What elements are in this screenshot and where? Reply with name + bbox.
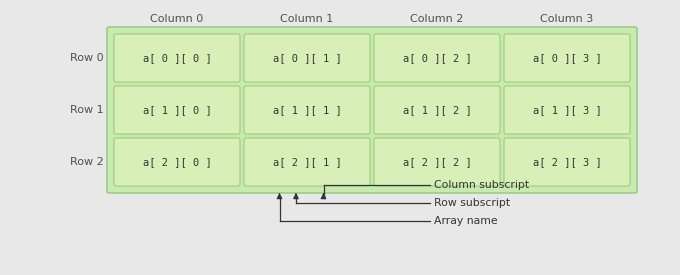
Text: a[ 0 ][ 1 ]: a[ 0 ][ 1 ] <box>273 53 341 63</box>
Text: a[ 0 ][ 2 ]: a[ 0 ][ 2 ] <box>403 53 471 63</box>
Text: Column 2: Column 2 <box>410 14 464 24</box>
Text: a[ 0 ][ 3 ]: a[ 0 ][ 3 ] <box>532 53 601 63</box>
FancyBboxPatch shape <box>374 86 500 134</box>
Text: Column 1: Column 1 <box>280 14 334 24</box>
FancyBboxPatch shape <box>504 86 630 134</box>
FancyBboxPatch shape <box>107 27 637 193</box>
Text: a[ 0 ][ 0 ]: a[ 0 ][ 0 ] <box>143 53 211 63</box>
Text: Column subscript: Column subscript <box>434 180 529 190</box>
Text: a[ 2 ][ 0 ]: a[ 2 ][ 0 ] <box>143 157 211 167</box>
Text: Column 3: Column 3 <box>541 14 594 24</box>
Text: a[ 2 ][ 1 ]: a[ 2 ][ 1 ] <box>273 157 341 167</box>
Text: Column 0: Column 0 <box>150 14 203 24</box>
FancyBboxPatch shape <box>114 86 240 134</box>
FancyBboxPatch shape <box>244 34 370 82</box>
Text: Row 0: Row 0 <box>70 53 104 63</box>
FancyBboxPatch shape <box>504 138 630 186</box>
Text: a[ 1 ][ 0 ]: a[ 1 ][ 0 ] <box>143 105 211 115</box>
FancyBboxPatch shape <box>374 34 500 82</box>
FancyBboxPatch shape <box>244 138 370 186</box>
Text: Row 2: Row 2 <box>70 157 104 167</box>
FancyBboxPatch shape <box>504 34 630 82</box>
Text: a[ 2 ][ 2 ]: a[ 2 ][ 2 ] <box>403 157 471 167</box>
FancyBboxPatch shape <box>244 86 370 134</box>
Text: Array name: Array name <box>434 216 498 226</box>
Text: a[ 1 ][ 3 ]: a[ 1 ][ 3 ] <box>532 105 601 115</box>
Text: a[ 1 ][ 1 ]: a[ 1 ][ 1 ] <box>273 105 341 115</box>
FancyBboxPatch shape <box>114 138 240 186</box>
Text: a[ 1 ][ 2 ]: a[ 1 ][ 2 ] <box>403 105 471 115</box>
FancyBboxPatch shape <box>374 138 500 186</box>
Text: Row 1: Row 1 <box>70 105 104 115</box>
Text: Row subscript: Row subscript <box>434 198 510 208</box>
Text: a[ 2 ][ 3 ]: a[ 2 ][ 3 ] <box>532 157 601 167</box>
FancyBboxPatch shape <box>114 34 240 82</box>
